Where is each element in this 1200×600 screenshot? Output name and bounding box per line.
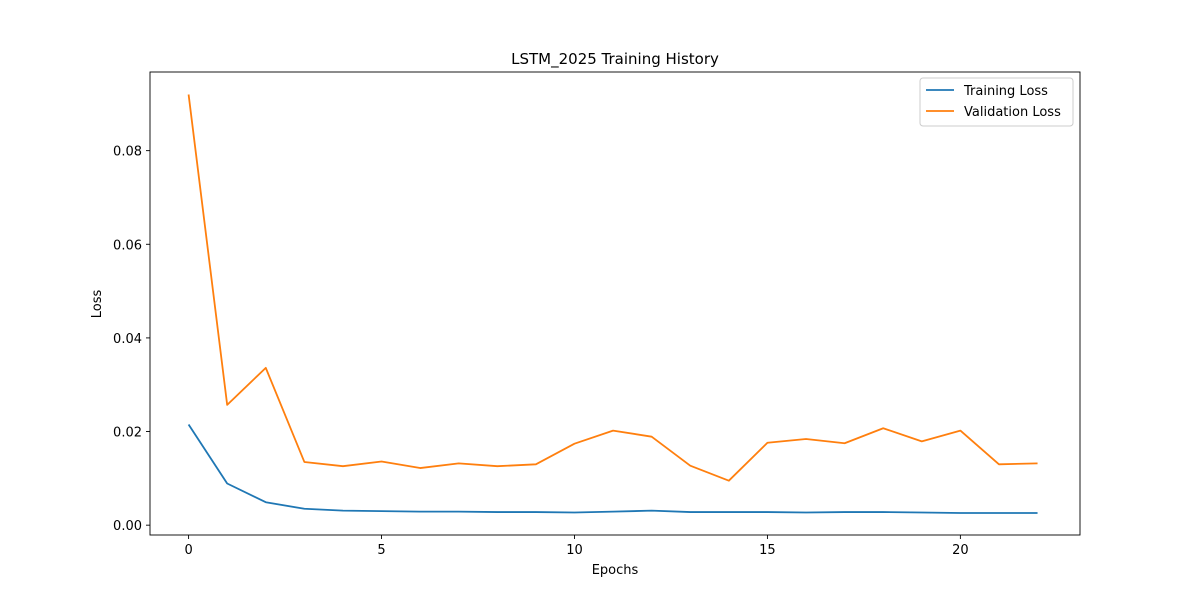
y-tick-label: 0.00 <box>113 519 142 534</box>
x-tick-label: 20 <box>952 543 969 558</box>
y-axis: 0.00 0.02 0.04 0.06 0.08 <box>113 145 150 534</box>
y-tick-label: 0.06 <box>113 238 142 253</box>
plot-area <box>149 71 1081 536</box>
x-tick-label: 15 <box>759 543 776 558</box>
y-tick-label: 0.02 <box>113 426 142 441</box>
legend-box <box>919 77 1074 127</box>
x-tick-label: 10 <box>566 543 583 558</box>
legend: Training Loss Validation Loss <box>919 77 1074 127</box>
x-axis-label: Epochs <box>592 563 639 578</box>
x-tick-label: 5 <box>377 543 385 558</box>
series-layer <box>187 94 1038 514</box>
training-loss-line <box>187 424 1038 514</box>
legend-label-validation-loss: Validation Loss <box>964 105 1061 120</box>
legend-label-training-loss: Training Loss <box>963 84 1048 99</box>
y-axis-label: Loss <box>90 290 105 319</box>
x-tick-label: 0 <box>184 543 192 558</box>
validation-loss-line <box>187 94 1038 482</box>
y-tick-label: 0.08 <box>113 145 142 160</box>
x-axis: 0 5 10 15 20 <box>184 535 969 558</box>
y-tick-label: 0.04 <box>113 332 142 347</box>
chart-title: LSTM_2025 Training History <box>511 50 719 69</box>
